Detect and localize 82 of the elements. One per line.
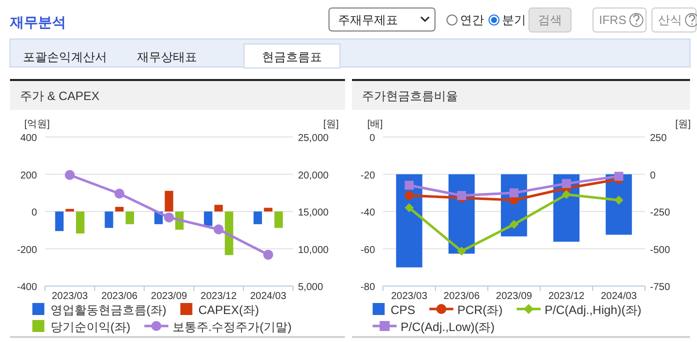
text: 재무상태표 bbox=[137, 50, 197, 64]
point bbox=[614, 196, 624, 205]
point bbox=[64, 170, 75, 180]
y-axis-title: [배] bbox=[367, 119, 383, 130]
y-tick-label: -20 bbox=[360, 170, 376, 182]
y-tick-label: 200 bbox=[20, 170, 38, 182]
legend-label: CPS bbox=[390, 303, 416, 317]
point bbox=[404, 180, 414, 190]
x-tick-label: 2023/06 bbox=[444, 291, 480, 302]
bar bbox=[264, 208, 272, 212]
bar bbox=[126, 212, 134, 224]
point bbox=[614, 172, 624, 181]
bar bbox=[164, 190, 174, 212]
y-tick-label: 400 bbox=[20, 133, 38, 144]
point bbox=[457, 246, 466, 256]
point bbox=[510, 220, 518, 229]
point bbox=[562, 190, 571, 200]
x-tick-label: 2024/03 bbox=[600, 291, 638, 302]
bar bbox=[274, 212, 283, 228]
x-tick-label: 2023/12 bbox=[200, 291, 238, 302]
bar bbox=[55, 212, 64, 232]
x-tick-label: 2023/12 bbox=[548, 291, 585, 302]
y-tick-label: -60 bbox=[360, 244, 376, 256]
x-tick-label: 2024/03 bbox=[250, 291, 287, 302]
y2-tick-label: 15,000 bbox=[298, 208, 330, 218]
y-tick-label: -40 bbox=[360, 208, 376, 218]
bar bbox=[115, 206, 124, 212]
y2-tick-label: 10,000 bbox=[298, 244, 330, 256]
text: 분기 bbox=[502, 13, 526, 27]
x-tick-label: 2023/03 bbox=[391, 291, 428, 302]
point bbox=[404, 203, 414, 212]
point bbox=[562, 179, 571, 188]
bar bbox=[66, 208, 74, 212]
bar bbox=[214, 204, 223, 212]
text: 현금흐름표 bbox=[262, 50, 322, 64]
point bbox=[457, 190, 466, 200]
y2-tick-label: 0 bbox=[650, 170, 656, 182]
y2-tick-label: 25,000 bbox=[298, 133, 330, 144]
y-tick-label: 0 bbox=[369, 133, 376, 144]
y2-tick-label: 5,000 bbox=[298, 282, 324, 293]
legend-label: P/C(Adj.,Low)(좌) bbox=[400, 320, 495, 334]
text: 연간 bbox=[460, 13, 484, 27]
point bbox=[510, 188, 518, 198]
x-tick-label: 2023/03 bbox=[52, 291, 88, 302]
point bbox=[404, 190, 414, 200]
text: 재무분석 bbox=[9, 14, 66, 30]
y2-axis-title: [원] bbox=[323, 119, 339, 130]
x-tick-label: 2023/09 bbox=[150, 291, 188, 302]
point bbox=[214, 224, 224, 234]
y2-tick-label: -750 bbox=[650, 282, 670, 293]
legend-label: P/C(Adj.,High)(좌) bbox=[544, 303, 642, 317]
chart-title: 주가 & CAPEX bbox=[20, 89, 100, 103]
y-tick-label: -200 bbox=[16, 244, 38, 256]
legend-label: 영업활동현금흐름(좌) bbox=[50, 303, 166, 317]
point bbox=[263, 250, 274, 260]
x-tick-label: 2023/09 bbox=[496, 291, 533, 302]
chart-title: 주가현금흐름비율 bbox=[362, 89, 458, 103]
bar bbox=[204, 212, 212, 226]
legend-label: CAPEX(좌) bbox=[198, 303, 260, 317]
bar bbox=[104, 212, 114, 228]
text: IFRS bbox=[599, 13, 626, 27]
legend-label: 당기순이익(좌) bbox=[50, 320, 130, 334]
y-tick-label: 0 bbox=[31, 208, 38, 218]
y2-tick-label: 20,000 bbox=[298, 170, 330, 182]
y-axis-title: [억원] bbox=[24, 119, 50, 130]
legend-label: 보통주.수정주가(기말) bbox=[172, 320, 292, 334]
text: 포괄손익계산서 bbox=[23, 50, 107, 64]
y-tick-label: -400 bbox=[16, 282, 38, 293]
y2-tick-label: -500 bbox=[650, 244, 670, 256]
text: 산식 bbox=[658, 13, 682, 27]
y2-tick-label: -250 bbox=[650, 208, 670, 218]
text: 검색 bbox=[538, 13, 562, 27]
y2-axis-title: [원] bbox=[675, 119, 691, 130]
y-tick-label: -80 bbox=[360, 282, 376, 293]
y2-tick-label: 250 bbox=[650, 133, 668, 144]
legend-label: PCR(좌) bbox=[457, 303, 503, 317]
bar bbox=[254, 212, 262, 224]
bar bbox=[76, 212, 84, 234]
point bbox=[114, 188, 124, 199]
text: 주재무제표 bbox=[338, 13, 398, 27]
point bbox=[164, 212, 174, 222]
x-tick-label: 2023/06 bbox=[101, 291, 138, 302]
